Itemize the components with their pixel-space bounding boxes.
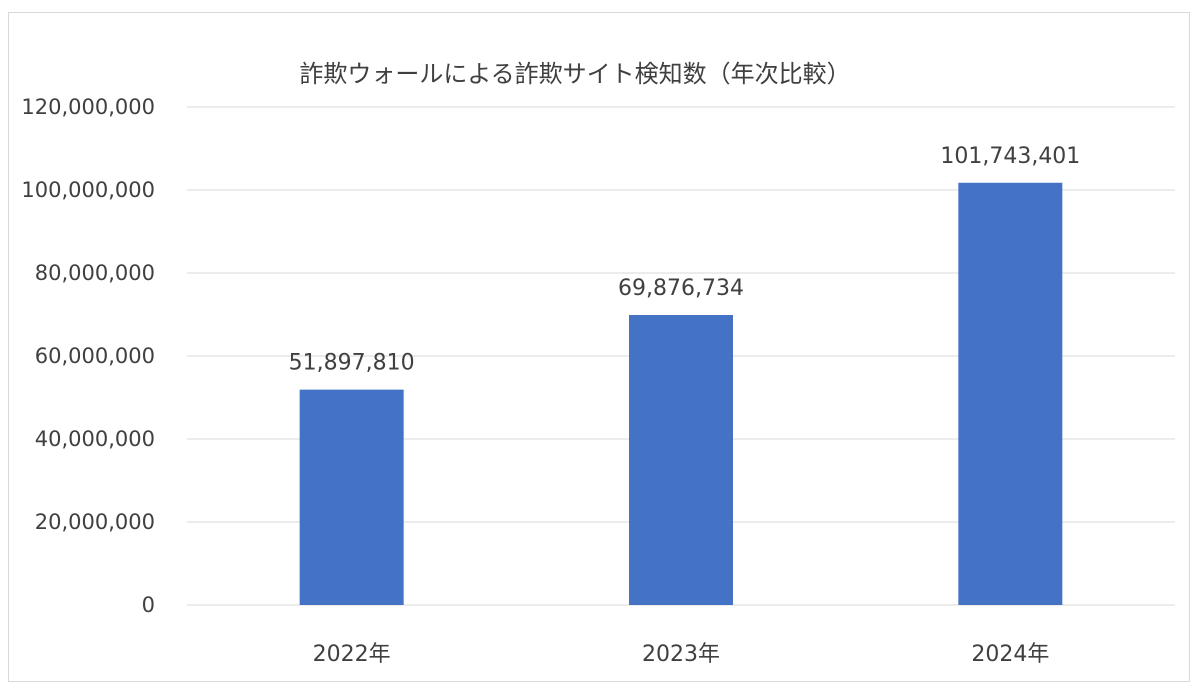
- y-tick-label: 20,000,000: [35, 510, 155, 534]
- x-category-label: 2024年: [971, 642, 1049, 667]
- x-category-label: 2023年: [642, 642, 720, 667]
- bars: [299, 182, 1063, 605]
- x-category-label: 2022年: [313, 642, 391, 667]
- x-axis-categories: 2022年 2023年 2024年: [313, 642, 1050, 667]
- data-label: 69,876,734: [618, 276, 744, 301]
- data-labels: 51,897,810 69,876,734 101,743,401: [289, 144, 1081, 376]
- y-tick-label: 100,000,000: [21, 178, 155, 202]
- y-tick-label: 40,000,000: [35, 427, 155, 451]
- data-label: 101,743,401: [940, 144, 1080, 169]
- data-label: 51,897,810: [289, 351, 415, 376]
- y-tick-label: 80,000,000: [35, 261, 155, 285]
- bar: [629, 315, 733, 605]
- chart-title: 詐欺ウォールによる詐欺サイト検知数（年次比較）: [299, 60, 850, 88]
- y-axis-ticks: 0 20,000,000 40,000,000 60,000,000 80,000,00…: [21, 95, 155, 617]
- y-tick-label: 0: [142, 593, 155, 617]
- bar: [299, 389, 404, 605]
- bar: [958, 182, 1063, 605]
- y-tick-label: 60,000,000: [35, 344, 155, 368]
- y-tick-label: 120,000,000: [21, 95, 155, 119]
